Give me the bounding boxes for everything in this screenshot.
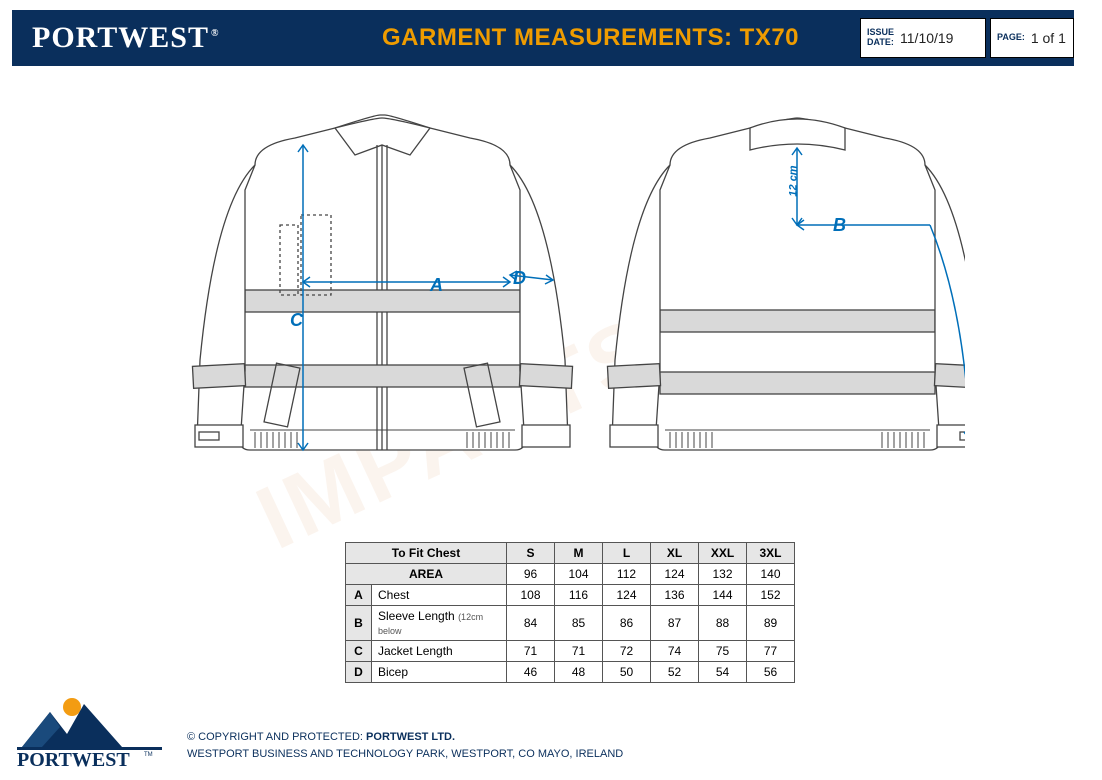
footer: PORTWEST TM © COPYRIGHT AND PROTECTED: P… bbox=[12, 692, 1074, 772]
td-value: 56 bbox=[747, 662, 795, 683]
page-box: PAGE: 1 of 1 bbox=[990, 18, 1074, 58]
td-value: 46 bbox=[507, 662, 555, 683]
th-size: S bbox=[507, 543, 555, 564]
td-measure-name: Sleeve Length (12cm below bbox=[372, 606, 507, 641]
page-label: PAGE: bbox=[997, 33, 1025, 43]
table-header-row: To Fit Chest S M L XL XXL 3XL bbox=[346, 543, 795, 564]
brand-registered: ® bbox=[211, 28, 219, 39]
measurements-table: To Fit Chest S M L XL XXL 3XL AREA 96 10… bbox=[345, 542, 795, 683]
table-row: CJacket Length717172747577 bbox=[346, 641, 795, 662]
header-bar: PORTWEST® GARMENT MEASUREMENTS: TX70 ISS… bbox=[12, 10, 1074, 66]
brand-name: PORTWEST bbox=[32, 21, 209, 54]
td-letter: C bbox=[346, 641, 372, 662]
td-fit: 124 bbox=[651, 564, 699, 585]
td-value: 136 bbox=[651, 585, 699, 606]
td-value: 84 bbox=[507, 606, 555, 641]
td-letter: B bbox=[346, 606, 372, 641]
th-area: AREA bbox=[346, 564, 507, 585]
footer-text: © COPYRIGHT AND PROTECTED: PORTWEST LTD.… bbox=[187, 729, 623, 762]
td-letter: D bbox=[346, 662, 372, 683]
td-letter: A bbox=[346, 585, 372, 606]
td-value: 89 bbox=[747, 606, 795, 641]
td-value: 87 bbox=[651, 606, 699, 641]
table-row: BSleeve Length (12cm below848586878889 bbox=[346, 606, 795, 641]
td-fit: 140 bbox=[747, 564, 795, 585]
table-row: AChest108116124136144152 bbox=[346, 585, 795, 606]
td-fit: 112 bbox=[603, 564, 651, 585]
th-size: XXL bbox=[699, 543, 747, 564]
garment-diagrams: A C D B 12 cm bbox=[185, 100, 965, 480]
annotation-a: A bbox=[430, 275, 443, 296]
annotation-b: B bbox=[833, 215, 846, 236]
th-size: XL bbox=[651, 543, 699, 564]
annotation-d: D bbox=[513, 268, 526, 289]
td-value: 116 bbox=[555, 585, 603, 606]
td-value: 85 bbox=[555, 606, 603, 641]
td-value: 71 bbox=[555, 641, 603, 662]
footer-logo-icon: PORTWEST TM bbox=[12, 692, 172, 772]
table-area-row: AREA 96 104 112 124 132 140 bbox=[346, 564, 795, 585]
td-measure-name: Chest bbox=[372, 585, 507, 606]
td-value: 54 bbox=[699, 662, 747, 683]
td-value: 86 bbox=[603, 606, 651, 641]
td-fit: 132 bbox=[699, 564, 747, 585]
td-value: 72 bbox=[603, 641, 651, 662]
issue-date-value: 11/10/19 bbox=[900, 30, 953, 46]
td-value: 52 bbox=[651, 662, 699, 683]
footer-company: PORTWEST LTD. bbox=[366, 731, 455, 743]
td-value: 88 bbox=[699, 606, 747, 641]
td-value: 77 bbox=[747, 641, 795, 662]
annotation-12cm: 12 cm bbox=[788, 165, 800, 196]
issue-date-box: ISSUEDATE: 11/10/19 bbox=[860, 18, 986, 58]
td-measure-name: Bicep bbox=[372, 662, 507, 683]
page-title: GARMENT MEASUREMENTS: TX70 bbox=[382, 24, 799, 52]
th-size: M bbox=[555, 543, 603, 564]
td-value: 75 bbox=[699, 641, 747, 662]
brand-logo-text: PORTWEST® bbox=[32, 21, 219, 55]
jacket-front-back-svg bbox=[185, 100, 965, 480]
td-fit: 96 bbox=[507, 564, 555, 585]
td-value: 48 bbox=[555, 662, 603, 683]
td-value: 74 bbox=[651, 641, 699, 662]
td-fit: 104 bbox=[555, 564, 603, 585]
td-value: 152 bbox=[747, 585, 795, 606]
th-size: 3XL bbox=[747, 543, 795, 564]
td-value: 144 bbox=[699, 585, 747, 606]
footer-copyright: © COPYRIGHT AND PROTECTED: bbox=[187, 731, 366, 743]
td-measure-name: Jacket Length bbox=[372, 641, 507, 662]
td-value: 71 bbox=[507, 641, 555, 662]
th-fit-chest: To Fit Chest bbox=[346, 543, 507, 564]
td-value: 50 bbox=[603, 662, 651, 683]
td-value: 124 bbox=[603, 585, 651, 606]
th-size: L bbox=[603, 543, 651, 564]
table-row: DBicep464850525456 bbox=[346, 662, 795, 683]
footer-address: WESTPORT BUSINESS AND TECHNOLOGY PARK, W… bbox=[187, 748, 623, 760]
svg-text:PORTWEST: PORTWEST bbox=[17, 749, 130, 771]
meta-boxes: ISSUEDATE: 11/10/19 PAGE: 1 of 1 bbox=[860, 10, 1074, 66]
annotation-c: C bbox=[290, 310, 303, 331]
page-value: 1 of 1 bbox=[1031, 30, 1066, 46]
svg-text:TM: TM bbox=[144, 752, 153, 758]
td-value: 108 bbox=[507, 585, 555, 606]
issue-date-label: ISSUEDATE: bbox=[867, 28, 894, 48]
